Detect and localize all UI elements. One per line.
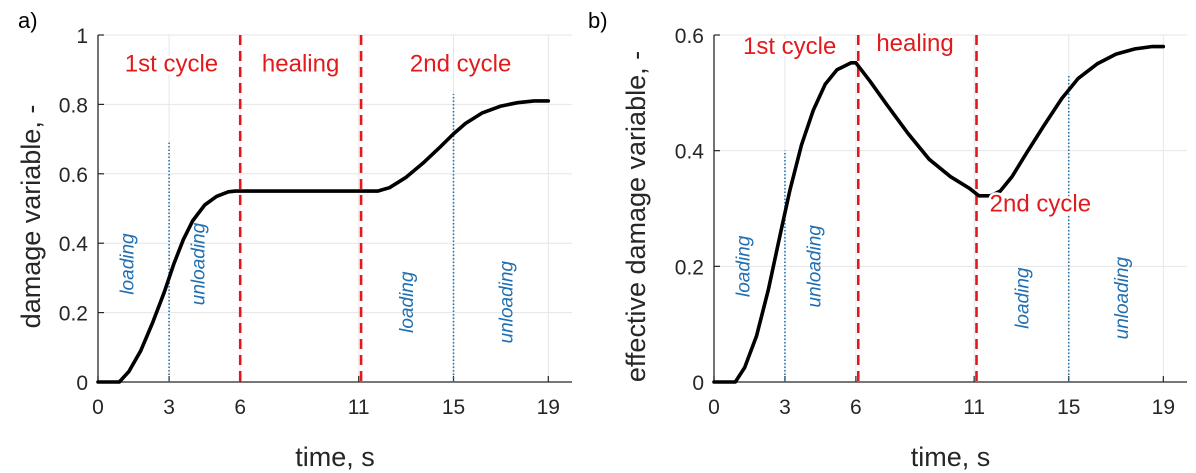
phase-label: 2nd cycle [990, 190, 1091, 217]
y-axis-label: damage variable, - [16, 105, 46, 329]
x-tick-label: 0 [708, 396, 720, 419]
x-axis-label: time, s [911, 442, 991, 472]
panel-b: 0 3 6 11 15 19 0 0.2 0.4 0.6 time, s effective dama… [588, 8, 1187, 472]
y-tick-label: 0.4 [59, 233, 89, 256]
x-tick-label: 6 [234, 396, 246, 419]
x-tick-label: 15 [1057, 396, 1080, 419]
panel-label: a) [18, 8, 38, 33]
phase-label: 1st cycle [125, 50, 218, 77]
damage-curve [712, 44, 1166, 384]
phase-annotation: loading [118, 233, 139, 295]
panel-a: 0 3 6 11 15 19 0 0.2 0.4 0.6 0.8 1 time, s damage var… [16, 8, 572, 472]
y-tick-label: 0.2 [675, 256, 704, 279]
y-tick-label: 0.4 [675, 141, 705, 164]
y-tick-label: 0.6 [59, 164, 88, 187]
damage-curve [96, 99, 551, 384]
panel-label: b) [588, 8, 608, 33]
phase-annotation: unloading [497, 261, 518, 344]
x-tick-label: 15 [442, 396, 465, 419]
phase-annotation: unloading [804, 225, 825, 308]
y-tick-label: 0.2 [59, 303, 88, 326]
x-tick-label: 6 [850, 396, 862, 419]
phase-label: 1st cycle [743, 33, 836, 60]
y-tick-label: 1 [76, 25, 88, 48]
y-axis-label: effective damage variable, - [621, 51, 651, 382]
x-tick-label: 0 [92, 396, 104, 419]
x-tick-label: 11 [963, 396, 985, 419]
phase-label: healing [876, 30, 953, 57]
x-tick-label: 3 [779, 396, 791, 419]
x-tick-label: 11 [348, 396, 370, 419]
phase-label: 2nd cycle [410, 50, 511, 77]
y-tick-label: 0 [76, 372, 88, 395]
x-tick-label: 19 [1152, 396, 1175, 419]
y-tick-label: 0.8 [59, 94, 88, 117]
x-tick-label: 19 [537, 396, 560, 419]
phase-annotation: loading [733, 235, 754, 297]
y-tick-label: 0.6 [675, 25, 704, 48]
phase-annotation: unloading [1112, 257, 1133, 340]
x-tick-label: 3 [163, 396, 175, 419]
phase-annotation: loading [1013, 267, 1034, 329]
x-axis-label: time, s [295, 442, 375, 472]
y-tick-label: 0 [692, 372, 704, 395]
phase-label: healing [262, 50, 339, 77]
phase-annotation: loading [397, 271, 418, 333]
phase-annotation: unloading [189, 222, 210, 305]
